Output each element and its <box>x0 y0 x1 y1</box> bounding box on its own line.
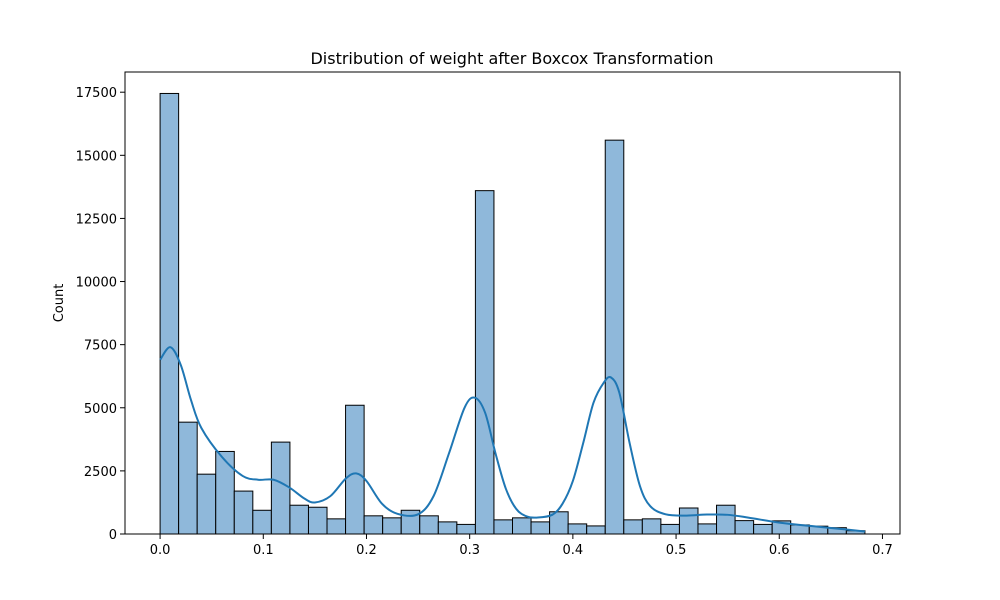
x-tick-label: 0.3 <box>459 543 480 558</box>
y-axis-label: Count <box>52 284 67 323</box>
histogram-bar <box>437 521 458 535</box>
chart-title: Distribution of weight after Boxcox Tran… <box>310 49 713 68</box>
histogram-bar <box>196 473 217 535</box>
x-tick-label: 0.0 <box>150 543 171 558</box>
histogram-bar <box>660 523 680 535</box>
histogram-bar <box>716 504 736 535</box>
y-tick-label: 10000 <box>76 276 117 291</box>
histogram-bar <box>289 504 309 535</box>
plot-frame <box>124 71 901 535</box>
histogram-bar <box>270 441 291 535</box>
y-tick-label: 5000 <box>84 402 117 417</box>
x-tick-label: 0.4 <box>563 543 584 558</box>
histogram-bar <box>178 421 198 535</box>
histogram-bar <box>678 507 699 535</box>
y-tick-label: 2500 <box>84 465 117 480</box>
y-tick-label: 12500 <box>76 212 117 227</box>
histogram-bar <box>734 520 755 535</box>
x-tick-label: 0.5 <box>666 543 687 558</box>
histogram-bar <box>697 523 718 535</box>
histogram-bar <box>586 525 606 535</box>
histogram-bar <box>326 518 347 535</box>
histogram-bar <box>604 139 625 535</box>
y-axis: 0 2500 5000 7500 10000 12500 15000 17500 <box>76 86 125 543</box>
histogram-bar <box>233 490 254 535</box>
histogram-bars <box>159 92 866 535</box>
y-tick-label: 15000 <box>76 149 117 164</box>
kde-curve <box>159 346 866 533</box>
histogram-bar <box>456 523 476 535</box>
histogram-bar <box>345 404 365 535</box>
histogram-bar <box>252 509 272 535</box>
x-tick-label: 0.7 <box>872 543 893 558</box>
histogram-bar <box>419 515 439 535</box>
histogram-bar <box>382 517 402 535</box>
histogram-bar <box>307 506 328 535</box>
histogram-bar <box>512 517 532 535</box>
histogram-bar <box>215 450 235 535</box>
histogram-bar <box>363 515 384 535</box>
histogram-bar <box>474 190 495 535</box>
histogram-bar <box>159 92 180 535</box>
histogram-bar <box>567 523 588 535</box>
y-tick-label: 17500 <box>76 86 117 101</box>
y-tick-label: 7500 <box>84 339 117 354</box>
x-tick-label: 0.1 <box>253 543 274 558</box>
x-tick-label: 0.6 <box>769 543 790 558</box>
histogram-bar <box>530 521 551 535</box>
x-axis: 0.0 0.1 0.2 0.3 0.4 0.5 0.6 0.7 <box>150 534 893 558</box>
histogram-bar <box>623 519 643 535</box>
histogram-bar <box>641 518 662 535</box>
histogram-bar <box>493 519 514 535</box>
y-tick-label: 0 <box>109 528 117 543</box>
histogram-bar <box>753 523 773 535</box>
x-tick-label: 0.2 <box>356 543 377 558</box>
